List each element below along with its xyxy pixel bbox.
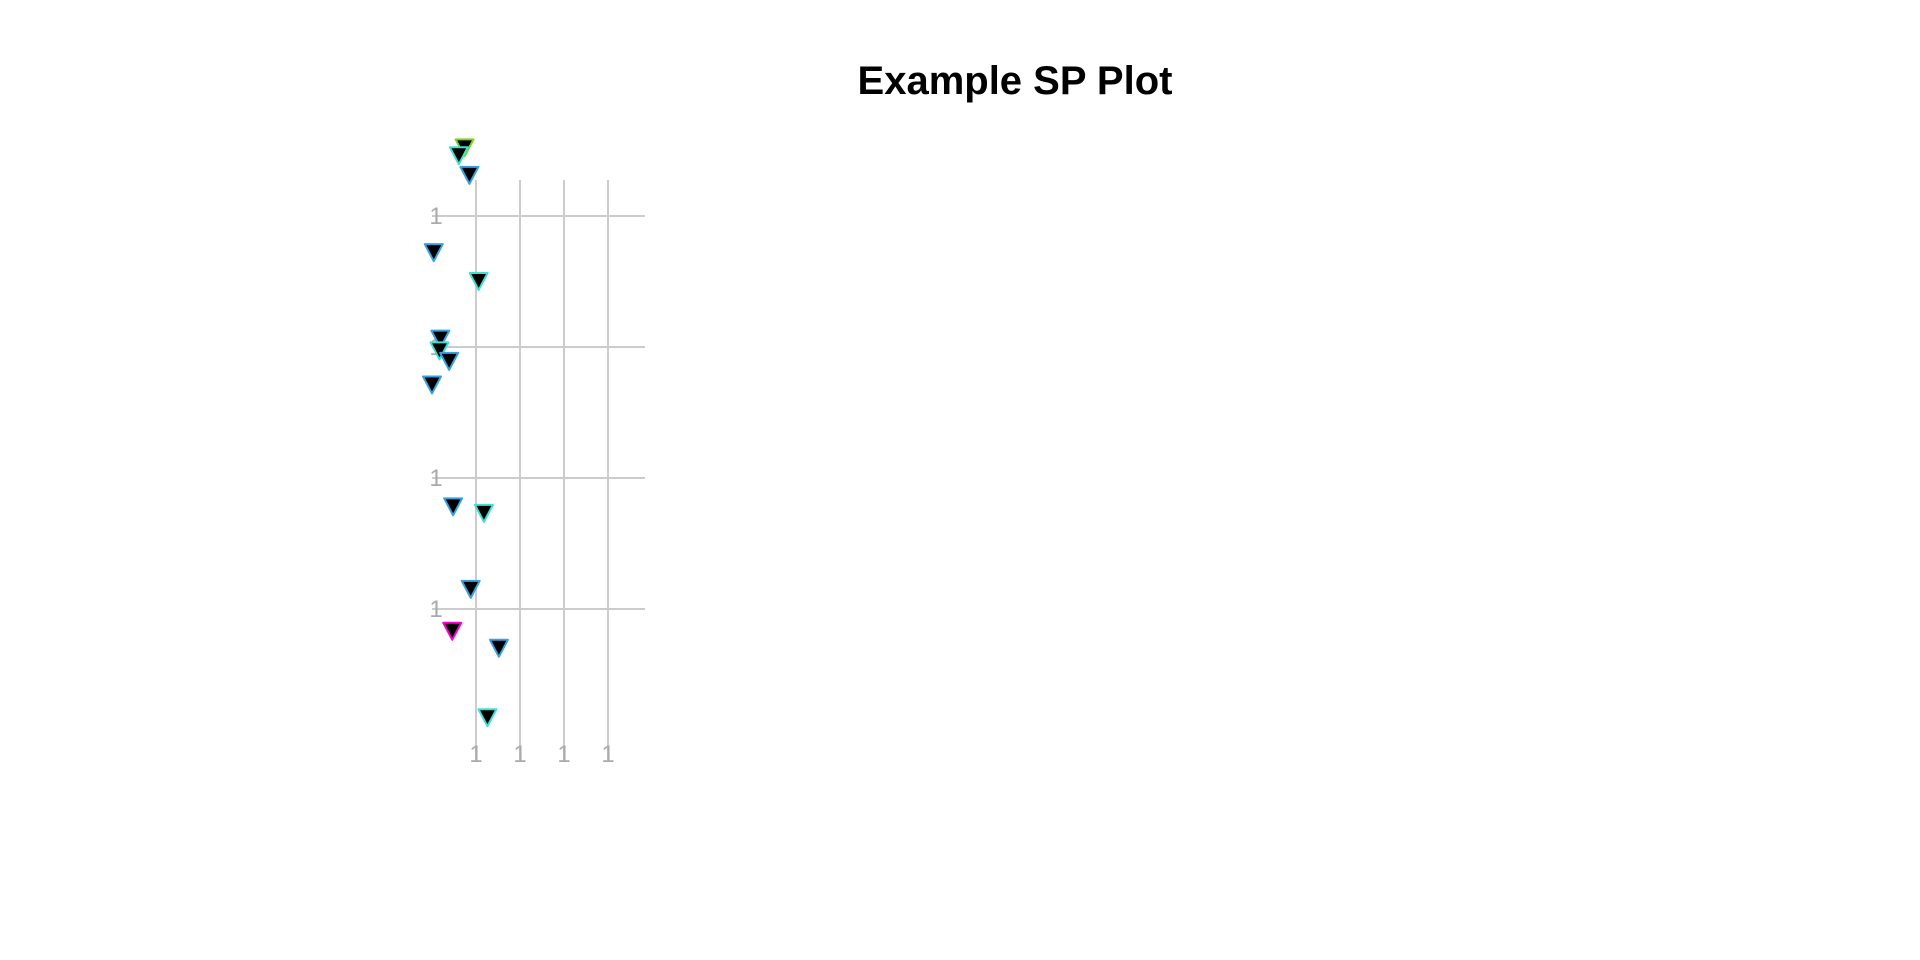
data-point-4 <box>423 243 444 263</box>
data-point-2 <box>448 146 469 166</box>
data-point-10 <box>443 497 464 517</box>
data-point-9 <box>422 375 442 395</box>
y-tick-label-1: 1 <box>429 596 442 623</box>
data-point-8 <box>439 351 460 371</box>
data-point-3 <box>459 165 480 185</box>
point-layer <box>422 138 509 728</box>
data-point-15 <box>477 708 498 728</box>
data-point-7 <box>429 341 450 361</box>
y-tick-label-2: 1 <box>429 465 442 492</box>
data-point-6 <box>430 329 451 349</box>
data-point-14 <box>488 638 509 658</box>
x-tick-label-4: 1 <box>601 741 614 768</box>
x-tick-label-1: 1 <box>469 741 482 768</box>
x-tick-label-2: 1 <box>513 741 526 768</box>
data-point-5 <box>468 272 489 291</box>
chart-title: Example SP Plot <box>857 59 1173 103</box>
tick-layer: 11111111 <box>429 203 614 768</box>
grid-layer <box>432 180 645 760</box>
x-tick-label-3: 1 <box>557 741 570 768</box>
data-point-11 <box>473 503 494 523</box>
data-point-13 <box>442 621 463 641</box>
data-point-12 <box>460 579 481 599</box>
y-tick-label-4: 1 <box>429 203 442 230</box>
